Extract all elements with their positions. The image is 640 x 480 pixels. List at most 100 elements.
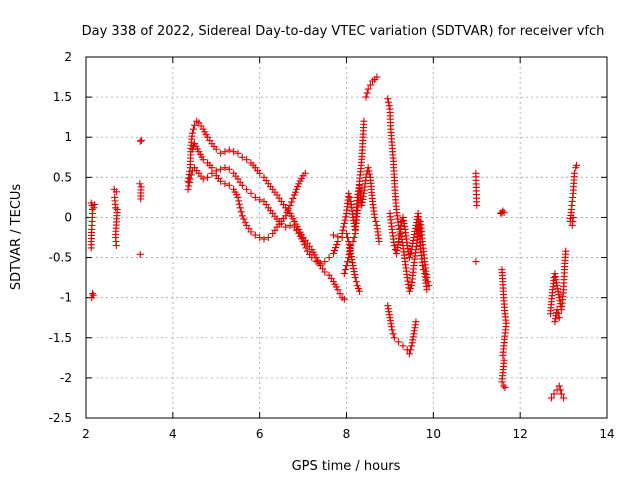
data-point (341, 266, 349, 274)
data-point (185, 178, 193, 186)
y-tick-label: 1 (64, 130, 72, 144)
data-point (243, 156, 251, 164)
data-point (282, 212, 290, 220)
x-tick-label: 6 (256, 427, 264, 441)
data-point (308, 254, 316, 262)
data-point (344, 234, 352, 241)
data-point (90, 204, 98, 212)
data-point (342, 213, 350, 221)
data-point (338, 229, 346, 237)
x-tick-label: 12 (513, 427, 528, 441)
data-point (321, 268, 329, 276)
data-point (390, 334, 398, 342)
data-point (199, 156, 207, 164)
data-point (334, 286, 342, 294)
data-point (375, 238, 383, 246)
data-point (187, 171, 195, 179)
data-point (325, 254, 333, 262)
data-point (286, 201, 294, 209)
data-point (136, 250, 144, 258)
data-point (384, 98, 392, 106)
y-tick-label: -2.5 (49, 411, 72, 425)
data-point (243, 185, 251, 193)
data-point (573, 161, 581, 169)
data-point (87, 244, 95, 252)
data-point (547, 394, 555, 402)
data-point (472, 258, 480, 266)
y-tick-label: 0.5 (53, 170, 72, 184)
data-point (184, 185, 192, 193)
data-point (277, 220, 285, 228)
data-point (225, 181, 233, 189)
data-point (407, 346, 415, 354)
data-point (363, 89, 371, 97)
data-point (352, 278, 360, 286)
data-point (364, 164, 372, 172)
data-point (372, 217, 380, 225)
data-point (366, 170, 374, 178)
plot-frame (85, 56, 608, 419)
x-tick-label: 2 (82, 427, 90, 441)
data-point (312, 258, 320, 266)
data-point (136, 137, 144, 145)
grid-lines (86, 57, 607, 418)
data-point (555, 382, 563, 390)
data-point (89, 290, 97, 298)
data-point (420, 266, 428, 274)
data-point (329, 231, 337, 239)
data-point (341, 216, 349, 224)
data-point (188, 129, 196, 137)
data-point (299, 238, 307, 246)
data-point (225, 146, 233, 154)
data-point (365, 167, 373, 175)
data-point (412, 318, 420, 326)
x-axis-label: GPS time / hours (292, 459, 401, 474)
data-point (240, 215, 248, 223)
data-point (555, 314, 563, 322)
data-point (238, 212, 246, 220)
data-point (418, 262, 426, 270)
data-point (282, 223, 290, 231)
data-point (389, 330, 397, 338)
data-point (236, 204, 244, 212)
data-point (91, 201, 99, 209)
data-point (235, 197, 243, 205)
data-point (346, 193, 354, 201)
data-point (225, 165, 233, 173)
data-point (362, 93, 370, 101)
data-point (371, 213, 379, 221)
data-point (247, 228, 255, 236)
data-point (405, 350, 413, 358)
x-tick-label: 14 (599, 427, 614, 441)
data-point (289, 194, 297, 202)
y-tick-label: -0.5 (49, 251, 72, 265)
data-point (237, 208, 245, 216)
data-point (138, 136, 146, 144)
x-tick-label: 10 (426, 427, 441, 441)
data-point (301, 241, 309, 249)
data-points (87, 73, 581, 402)
data-point (212, 167, 220, 175)
data-point (264, 234, 272, 241)
data-point (189, 125, 197, 133)
data-point (217, 165, 225, 173)
data-point (336, 290, 344, 298)
data-point (473, 201, 481, 209)
data-point (501, 384, 509, 392)
x-tick-label: 4 (169, 427, 177, 441)
data-point (499, 351, 507, 359)
data-point (185, 182, 193, 190)
data-point (570, 169, 578, 177)
data-point (399, 342, 407, 350)
y-tick-label: -1.5 (49, 331, 72, 345)
data-point (260, 235, 268, 243)
data-point (562, 247, 570, 255)
data-point (208, 164, 216, 172)
data-point (283, 208, 291, 216)
y-tick-label: -1 (60, 291, 72, 305)
data-point (186, 175, 194, 183)
data-point (137, 195, 145, 203)
data-point (395, 338, 403, 346)
data-point (238, 181, 246, 189)
